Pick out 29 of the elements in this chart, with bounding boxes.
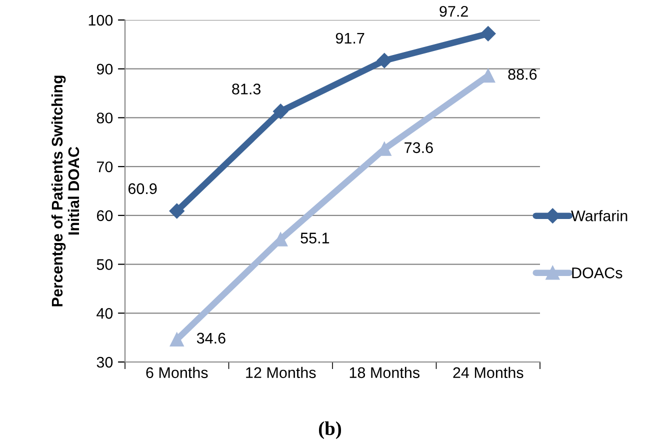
data-label: 88.6 [508,68,537,80]
data-label: 55.1 [300,232,330,244]
point [169,203,184,219]
point [273,104,288,119]
point [480,26,496,42]
y-tick-label: 100 [88,14,113,26]
data-label: 91.7 [336,32,364,44]
legend-label: Warfarin [571,210,628,222]
data-label: 73.6 [404,142,433,154]
data-label: 60.9 [128,183,157,194]
y-tick-label: 80 [96,112,113,124]
point [376,52,392,68]
x-tick-label: 6 Months [146,366,208,378]
y-tick-label: 60 [96,210,113,222]
y-tick-label: 30 [96,356,113,368]
x-tick-label: 18 Months [350,366,420,378]
data-label: 97.2 [440,6,468,17]
y-axis-title: Percentge of Patients Switching Initial DOAC [51,76,80,306]
y-tick-label: 90 [96,64,113,75]
data-label: 81.3 [232,84,261,94]
x-tick-label: 12 Months [246,366,316,378]
y-tick-label: 40 [96,308,113,319]
data-label: 34.6 [196,332,226,344]
legend-label: DOACs [572,268,622,278]
y-tick-label: 50 [96,259,113,270]
point [170,332,184,346]
text: (b) [318,421,342,440]
y-tick-label: 70 [96,161,113,172]
x-tick-label: 24 Months [453,366,524,378]
